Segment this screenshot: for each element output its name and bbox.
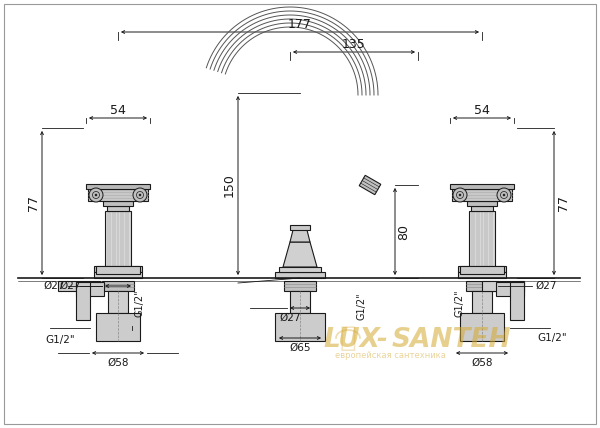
Bar	[108, 291, 128, 313]
Bar	[105, 211, 131, 266]
Bar	[450, 184, 514, 189]
Bar	[107, 206, 129, 211]
Bar	[58, 281, 100, 291]
Text: Ø27: Ø27	[279, 313, 301, 323]
Bar	[466, 281, 498, 291]
Bar	[460, 313, 504, 341]
Bar	[510, 282, 524, 320]
Bar	[290, 291, 310, 313]
Bar	[452, 189, 512, 201]
Bar	[94, 272, 142, 278]
Text: 135: 135	[342, 38, 366, 51]
Circle shape	[503, 194, 505, 196]
Circle shape	[95, 194, 97, 196]
Text: 150: 150	[223, 174, 235, 197]
Bar	[458, 272, 506, 278]
Bar	[290, 225, 310, 230]
Bar	[76, 282, 90, 320]
Text: 𝄞: 𝄞	[340, 324, 356, 352]
Circle shape	[139, 194, 141, 196]
Text: LUX-: LUX-	[323, 327, 388, 353]
Text: 80: 80	[398, 223, 410, 240]
Text: Ø58: Ø58	[471, 358, 493, 368]
Circle shape	[459, 194, 461, 196]
Polygon shape	[283, 242, 317, 267]
Text: SANTEH: SANTEH	[392, 327, 512, 353]
Bar	[469, 211, 495, 266]
Bar	[472, 291, 492, 313]
Bar	[96, 313, 140, 341]
Bar	[76, 282, 104, 296]
Text: G1/2": G1/2"	[537, 333, 567, 343]
Text: европейская сантехника: европейская сантехника	[335, 351, 445, 360]
Bar	[467, 201, 497, 206]
Bar	[275, 272, 325, 278]
Bar	[460, 266, 504, 274]
Polygon shape	[290, 230, 310, 242]
Bar	[471, 206, 493, 211]
Circle shape	[89, 188, 103, 202]
Bar	[86, 184, 150, 189]
Text: G1/2": G1/2"	[45, 335, 75, 345]
Bar	[275, 313, 325, 341]
Bar	[103, 201, 133, 206]
Bar	[482, 281, 524, 291]
Bar	[458, 266, 506, 272]
Circle shape	[453, 188, 467, 202]
Circle shape	[497, 188, 511, 202]
Text: Ø27: Ø27	[535, 281, 557, 291]
Text: Ø65: Ø65	[289, 343, 311, 353]
Bar	[496, 282, 524, 296]
Bar	[284, 281, 316, 291]
Text: G1/2": G1/2"	[135, 289, 145, 317]
Text: 77: 77	[26, 195, 40, 211]
Text: 177: 177	[288, 18, 312, 30]
Text: 54: 54	[110, 104, 126, 116]
Text: Ø58: Ø58	[107, 358, 129, 368]
Text: G1/2": G1/2"	[357, 292, 367, 320]
Text: Ø27: Ø27	[43, 281, 65, 291]
Text: G1/2": G1/2"	[455, 289, 465, 317]
Bar	[88, 189, 148, 201]
Text: 77: 77	[557, 195, 569, 211]
Bar	[94, 266, 142, 272]
Text: 54: 54	[474, 104, 490, 116]
Bar	[102, 281, 134, 291]
Text: Ø27: Ø27	[59, 281, 81, 291]
Bar	[279, 267, 321, 272]
Bar	[96, 266, 140, 274]
Circle shape	[133, 188, 147, 202]
Polygon shape	[359, 175, 381, 195]
